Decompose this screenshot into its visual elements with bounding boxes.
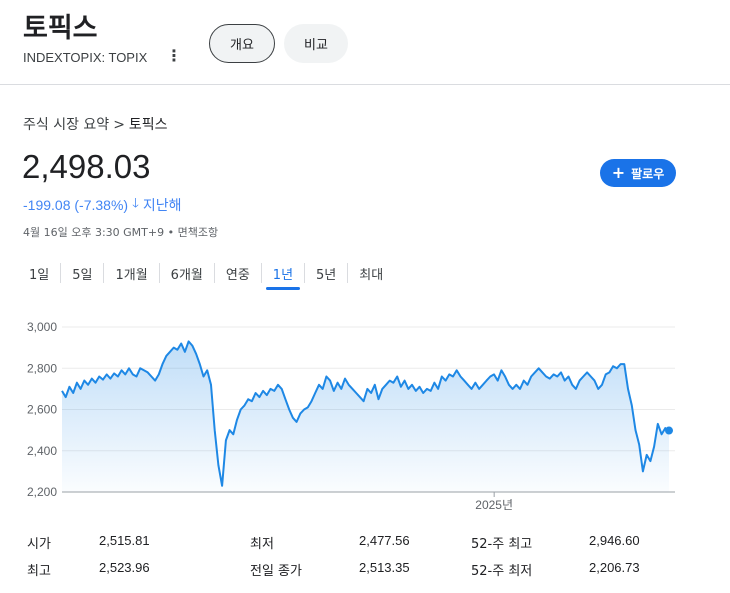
stats-row: 시가 2,515.81 최저 2,477.56 52-주 최고 2,946.60 bbox=[0, 533, 730, 557]
range-divider bbox=[158, 263, 160, 283]
range-divider bbox=[347, 263, 349, 283]
quote-timestamp: 4월 16일 오후 3:30 GMT+9 • 면책조항 bbox=[23, 226, 219, 239]
price-area bbox=[62, 341, 669, 492]
stat-prev-close-value: 2,513.35 bbox=[359, 560, 410, 575]
tab-compare[interactable]: 비교 bbox=[284, 24, 348, 63]
range-divider bbox=[103, 263, 105, 283]
breadcrumb-parent-link[interactable]: 주식 시장 요약 bbox=[23, 117, 110, 133]
stat-open-value: 2,515.81 bbox=[99, 533, 150, 548]
price-chart[interactable]: 3,000 2,800 2,600 2,400 2,200 2025년 bbox=[0, 310, 730, 520]
stat-52w-high-value: 2,946.60 bbox=[589, 533, 640, 548]
page-title: 토픽스 bbox=[23, 13, 98, 44]
breadcrumb-current: 토픽스 bbox=[128, 117, 168, 133]
app-header: 토픽스 INDEXTOPIX: TOPIX ⋮ 개요 비교 bbox=[0, 0, 730, 85]
price-change: -199.08 (-7.38%) 🡓 지난해 bbox=[23, 194, 181, 216]
range-max[interactable]: 최대 bbox=[359, 267, 384, 283]
stat-low-value: 2,477.56 bbox=[359, 533, 410, 548]
stat-low-label: 최저 bbox=[250, 537, 274, 552]
stat-52w-low-value: 2,206.73 bbox=[589, 560, 640, 575]
y-tick-label: 2,800 bbox=[27, 361, 57, 375]
range-divider bbox=[60, 263, 62, 283]
stat-open-label: 시가 bbox=[27, 537, 51, 552]
follow-button[interactable]: + 팔로우 bbox=[600, 159, 676, 187]
arrow-down-icon: 🡓 bbox=[132, 195, 139, 210]
more-vert-icon[interactable]: ⋮ bbox=[166, 46, 182, 65]
current-price: 2,498.03 bbox=[22, 148, 151, 185]
time-range-selector: 1일 5일 1개월 6개월 연중 1년 5년 최대 bbox=[23, 258, 394, 290]
breadcrumb-separator: > bbox=[113, 117, 125, 133]
last-price-dot bbox=[665, 426, 673, 435]
stat-52w-low-label: 52-주 최저 bbox=[471, 564, 533, 579]
range-1d[interactable]: 1일 bbox=[29, 267, 50, 283]
change-value: -199.08 (-7.38%) bbox=[23, 197, 129, 213]
y-tick-label: 2,600 bbox=[27, 403, 57, 417]
change-period: 지난해 bbox=[142, 197, 182, 213]
range-divider bbox=[304, 263, 306, 283]
range-5d[interactable]: 5일 bbox=[72, 267, 93, 283]
breadcrumb: 주식 시장 요약 > 토픽스 bbox=[23, 114, 168, 134]
ticker-symbol: INDEXTOPIX: TOPIX bbox=[23, 50, 148, 65]
stat-52w-high-label: 52-주 최고 bbox=[471, 537, 533, 552]
range-ytd[interactable]: 연중 bbox=[225, 267, 250, 283]
range-1m[interactable]: 1개월 bbox=[115, 267, 148, 283]
y-axis: 3,000 2,800 2,600 2,400 2,200 bbox=[27, 320, 57, 499]
y-tick-label: 3,000 bbox=[27, 320, 57, 334]
range-6m[interactable]: 6개월 bbox=[170, 267, 203, 283]
stat-high-value: 2,523.96 bbox=[99, 560, 150, 575]
tab-overview[interactable]: 개요 bbox=[209, 24, 275, 63]
stats-row: 최고 2,523.96 전일 종가 2,513.35 52-주 최저 2,206… bbox=[0, 560, 730, 584]
y-tick-label: 2,200 bbox=[27, 485, 57, 499]
stat-prev-close-label: 전일 종가 bbox=[250, 564, 302, 579]
range-divider bbox=[260, 263, 262, 283]
x-tick-label: 2025년 bbox=[475, 498, 513, 512]
follow-button-label: 팔로우 bbox=[631, 166, 665, 181]
range-divider bbox=[213, 263, 215, 283]
price-line bbox=[61, 340, 670, 487]
y-tick-label: 2,400 bbox=[27, 444, 57, 458]
stat-high-label: 최고 bbox=[27, 564, 51, 579]
plus-icon: + bbox=[611, 163, 626, 182]
range-5y[interactable]: 5년 bbox=[316, 267, 337, 283]
range-1y[interactable]: 1년 bbox=[262, 261, 304, 290]
